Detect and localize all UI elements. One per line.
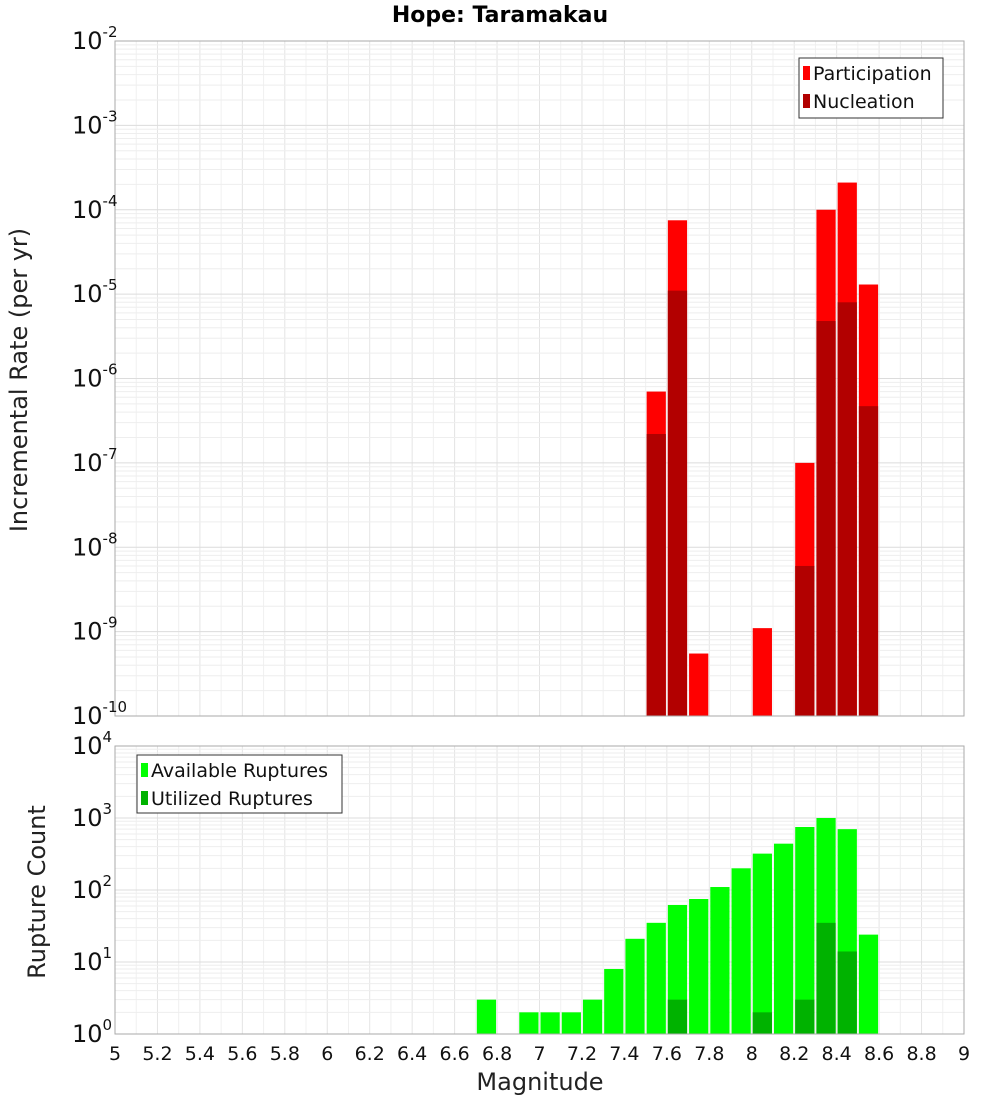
bottom-y-tick-label: 101 (72, 944, 112, 976)
top-bar-nucleation (816, 321, 836, 716)
top-bars (646, 182, 879, 717)
x-tick-label: 6 (321, 1043, 333, 1065)
x-tick-label: 8.4 (822, 1043, 852, 1065)
bottom-bar-available-ruptures (731, 868, 751, 1034)
bottom-y-tick-label: 104 (72, 728, 112, 760)
bottom-bar-available-ruptures (752, 853, 772, 1034)
bottom-legend-box (136, 754, 343, 814)
bottom-legend-label: Utilized Ruptures (151, 788, 313, 810)
top-legend-box (798, 57, 944, 119)
x-tick-label: 5.6 (227, 1043, 257, 1065)
x-tick-label: 9 (958, 1043, 970, 1065)
top-y-tick-label: 10-9 (72, 614, 118, 646)
bottom-bar-utilized-ruptures (752, 1012, 772, 1034)
top-y-tick-label: 10-7 (72, 445, 118, 477)
top-legend-label: Nucleation (813, 91, 915, 113)
top-y-tick-label: 10-5 (72, 276, 118, 308)
x-tick-label: 7.4 (609, 1043, 639, 1065)
x-tick-label: 6.2 (355, 1043, 385, 1065)
bottom-legend-label: Available Ruptures (151, 760, 328, 782)
top-y-tick-label: 10-10 (72, 698, 127, 730)
bottom-bar-utilized-ruptures (816, 922, 836, 1034)
bottom-bar-available-ruptures (773, 843, 794, 1034)
x-tick-label: 5 (109, 1043, 121, 1065)
bottom-bar-available-ruptures (646, 922, 666, 1034)
top-plot-border (114, 40, 965, 717)
top-y-tick-label: 10-6 (72, 361, 118, 393)
x-tick-label: 7.8 (694, 1043, 724, 1065)
top-bar-participation (689, 653, 709, 716)
x-tick-label: 5.2 (142, 1043, 172, 1065)
bottom-y-tick-label: 103 (72, 800, 112, 832)
top-grid (114, 41, 965, 717)
top-y-tick-label: 10-3 (72, 107, 118, 139)
bottom-bar-available-ruptures (795, 826, 815, 1034)
bottom-bar-available-ruptures (582, 999, 603, 1034)
x-tick-label: 8 (746, 1043, 758, 1065)
bottom-bar-available-ruptures (604, 968, 624, 1034)
bottom-bar-utilized-ruptures (795, 999, 815, 1034)
bottom-bar-available-ruptures (561, 1012, 581, 1034)
top-y-tick-label: 10-8 (72, 529, 118, 561)
top-y-tick-label: 10-2 (72, 23, 118, 55)
x-tick-label: 6.6 (439, 1043, 469, 1065)
x-tick-label: 7.6 (652, 1043, 682, 1065)
bottom-legend: Available Ruptures Utilized Ruptures (136, 754, 343, 814)
top-legend: Participation Nucleation (798, 57, 944, 119)
bottom-bar-available-ruptures (519, 1012, 539, 1034)
x-tick-label: 6.8 (482, 1043, 512, 1065)
bottom-bar-available-ruptures (540, 1012, 560, 1034)
top-legend-label: Participation (813, 63, 932, 85)
bottom-bar-available-ruptures (710, 887, 730, 1034)
bottom-legend-swatch (141, 763, 148, 777)
x-tick-label: 7.2 (567, 1043, 597, 1065)
bottom-bar-utilized-ruptures (837, 951, 857, 1034)
bottom-bars (476, 818, 879, 1034)
x-axis-label: Magnitude (476, 1068, 603, 1096)
top-y-tick-label: 10-4 (72, 192, 118, 224)
bottom-bar-available-ruptures (858, 934, 879, 1034)
x-tick-label: 5.8 (270, 1043, 300, 1065)
bottom-y-tick-label: 100 (72, 1016, 112, 1048)
top-legend-swatch (803, 66, 810, 80)
x-tick-label: 6.4 (397, 1043, 427, 1065)
bottom-legend-swatch (141, 791, 148, 805)
chart-title: Hope: Taramakau (392, 3, 608, 28)
x-tick-label: 7 (533, 1043, 545, 1065)
top-bar-nucleation (667, 290, 688, 716)
x-tick-label: 8.6 (864, 1043, 894, 1065)
bottom-bar-available-ruptures (625, 938, 645, 1034)
bottom-bar-available-ruptures (476, 999, 497, 1034)
top-bar-nucleation (646, 433, 666, 716)
top-bar-nucleation (795, 565, 815, 716)
x-tick-label: 8.8 (906, 1043, 936, 1065)
bottom-y-axis-label: Rupture Count (23, 805, 51, 979)
bottom-y-tick-label: 102 (72, 872, 112, 904)
top-bar-nucleation (837, 302, 857, 716)
bottom-bar-available-ruptures (689, 898, 709, 1034)
bottom-plot-border (114, 745, 965, 1035)
top-y-axis-label: Incremental Rate (per yr) (5, 228, 33, 532)
x-tick-label: 8.2 (779, 1043, 809, 1065)
bottom-bar-utilized-ruptures (667, 999, 688, 1034)
top-legend-swatch (803, 94, 810, 108)
top-bar-nucleation (858, 406, 879, 716)
x-tick-label: 5.4 (185, 1043, 215, 1065)
top-bar-participation (752, 628, 772, 716)
